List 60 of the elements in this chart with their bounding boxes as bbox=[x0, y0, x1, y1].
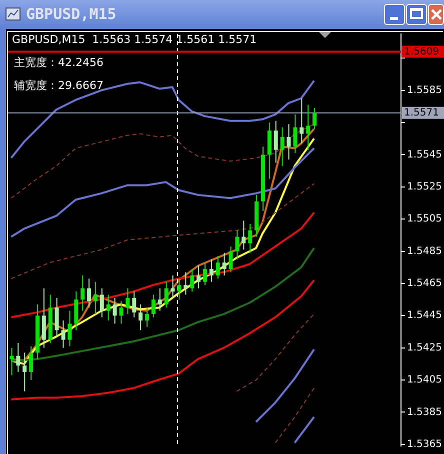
candlestick bbox=[170, 274, 175, 298]
candlestick bbox=[216, 256, 220, 280]
candlestick bbox=[300, 98, 304, 144]
candlestick bbox=[274, 120, 278, 164]
candlestick bbox=[93, 281, 98, 315]
candlestick bbox=[119, 300, 124, 324]
y-tick-label: 1.5485 bbox=[407, 246, 442, 257]
y-tick-label: 1.5545 bbox=[407, 149, 442, 160]
candlestick bbox=[222, 252, 226, 276]
candlestick bbox=[196, 265, 201, 289]
y-tick-label: 1.5425 bbox=[407, 342, 442, 354]
candlestick bbox=[293, 114, 298, 154]
candlestick bbox=[106, 294, 110, 321]
candlestick bbox=[112, 297, 117, 324]
candlestick bbox=[87, 278, 92, 308]
y-tick-label: 1.5525 bbox=[407, 181, 442, 192]
ref-line-label: 1.5609 bbox=[404, 46, 440, 58]
candlestick bbox=[286, 124, 291, 160]
candlestick bbox=[248, 223, 252, 254]
line-series bbox=[10, 183, 315, 280]
y-tick-label: 1.5585 bbox=[407, 84, 442, 96]
ref-line-label: 1.5571 bbox=[404, 107, 440, 118]
chart-title: GBPUSD,M15 bbox=[26, 5, 116, 23]
candlestick bbox=[80, 274, 85, 312]
y-tick-label: 1.5385 bbox=[407, 406, 442, 418]
candlestick bbox=[203, 262, 208, 286]
candlestick bbox=[312, 108, 317, 130]
candlestick bbox=[228, 246, 233, 273]
candlestick bbox=[242, 220, 246, 250]
candlestick bbox=[138, 304, 143, 331]
candlestick bbox=[177, 278, 182, 300]
candlestick bbox=[16, 342, 20, 372]
candlestick bbox=[68, 310, 72, 347]
candlestick bbox=[132, 291, 136, 318]
candlestick bbox=[126, 288, 130, 315]
candlestick bbox=[10, 347, 14, 376]
y-tick-label: 1.5445 bbox=[407, 310, 442, 322]
chart-subtitle: GBPUSD,M15 1.5563 1.5574 1.5561 1.5571 bbox=[12, 32, 257, 46]
candlestick bbox=[29, 346, 34, 381]
candlestick bbox=[164, 281, 168, 308]
candlestick bbox=[184, 272, 188, 296]
candlestick bbox=[100, 288, 104, 318]
candlestick bbox=[61, 320, 66, 348]
candlestick bbox=[151, 294, 156, 318]
y-tick-label: 1.5405 bbox=[407, 374, 442, 386]
candlestick bbox=[158, 288, 162, 312]
candlestick bbox=[209, 258, 214, 282]
y-tick-label: 1.5465 bbox=[407, 278, 442, 290]
y-tick-label: 1.5505 bbox=[407, 214, 442, 225]
annotation: 辅宽度：29.6667 bbox=[14, 78, 104, 92]
candlestick bbox=[190, 268, 194, 292]
candlestick bbox=[280, 126, 284, 166]
y-tick-label: 1.5365 bbox=[407, 438, 442, 450]
annotation: 主宽度：42.2456 bbox=[14, 56, 104, 69]
candlestick bbox=[235, 230, 240, 260]
candlestick bbox=[22, 352, 27, 392]
candlestick bbox=[54, 297, 59, 338]
candlestick bbox=[145, 307, 150, 328]
candlestick bbox=[306, 104, 310, 150]
line-series bbox=[236, 314, 315, 392]
